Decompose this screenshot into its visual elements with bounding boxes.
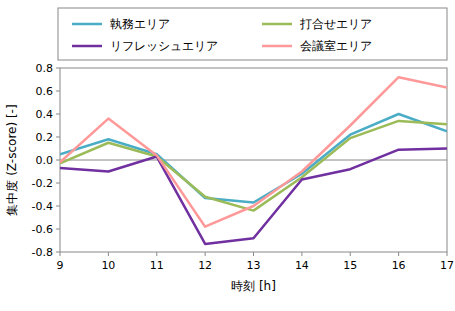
y-tick bbox=[56, 183, 60, 184]
x-tick-label: 14 bbox=[295, 259, 309, 272]
legend-swatch bbox=[72, 23, 102, 26]
y-tick-label: -0.6 bbox=[32, 223, 53, 236]
x-tick-label: 13 bbox=[247, 259, 261, 272]
x-tick-label: 11 bbox=[150, 259, 164, 272]
x-tick bbox=[301, 252, 302, 256]
y-tick bbox=[56, 206, 60, 207]
y-tick bbox=[56, 91, 60, 92]
x-tick bbox=[108, 252, 109, 256]
legend-swatch bbox=[262, 23, 292, 26]
series-line bbox=[60, 121, 447, 211]
legend: 執務エリア 打合せエリアリフレッシュエリア 会議室エリア bbox=[58, 8, 447, 60]
y-tick bbox=[56, 229, 60, 230]
x-tick-label: 15 bbox=[343, 259, 357, 272]
series-line bbox=[60, 149, 447, 244]
y-axis-label: 集中度 (Z-score) [-] bbox=[5, 104, 19, 215]
legend-label: 会議室エリア bbox=[300, 39, 372, 53]
y-tick-label: 0.4 bbox=[36, 108, 54, 121]
x-tick bbox=[447, 252, 448, 256]
x-tick bbox=[60, 252, 61, 256]
y-tick-label: 0.8 bbox=[36, 62, 54, 75]
legend-label: 執務エリア bbox=[110, 17, 170, 31]
legend-swatch bbox=[72, 45, 102, 48]
x-tick bbox=[398, 252, 399, 256]
y-tick bbox=[56, 160, 60, 161]
y-tick bbox=[56, 68, 60, 69]
y-tick-label: -0.8 bbox=[32, 246, 53, 259]
x-tick bbox=[205, 252, 206, 256]
series-group bbox=[60, 77, 447, 244]
y-tick bbox=[56, 252, 60, 253]
legend-swatch bbox=[262, 45, 292, 48]
x-tick-label: 17 bbox=[440, 259, 454, 272]
x-tick bbox=[350, 252, 351, 256]
chart: -0.8 -0.6 -0.4 -0.2 0.0 0.2 0.4 0.6 0.8 9 10 11 12 13… bbox=[0, 0, 455, 311]
x-tick-label: 9 bbox=[57, 259, 64, 272]
series-line bbox=[60, 77, 447, 227]
zero-line bbox=[60, 160, 447, 161]
y-tick-label: -0.4 bbox=[32, 200, 53, 213]
y-tick bbox=[56, 137, 60, 138]
legend-label: リフレッシュエリア bbox=[110, 39, 218, 53]
y-tick-label: -0.2 bbox=[32, 177, 53, 190]
x-tick-label: 16 bbox=[392, 259, 406, 272]
legend-box bbox=[58, 8, 447, 60]
y-tick bbox=[56, 114, 60, 115]
legend-label: 打合せエリア bbox=[299, 17, 372, 31]
plot-frame bbox=[60, 68, 447, 252]
x-tick-label: 10 bbox=[101, 259, 115, 272]
x-tick-label: 12 bbox=[198, 259, 212, 272]
y-tick-label: 0.6 bbox=[36, 85, 54, 98]
y-tick-label: 0.0 bbox=[36, 154, 54, 167]
x-tick bbox=[156, 252, 157, 256]
x-axis-label: 時刻 [h] bbox=[231, 279, 276, 293]
x-tick bbox=[253, 252, 254, 256]
y-tick-label: 0.2 bbox=[36, 131, 54, 144]
